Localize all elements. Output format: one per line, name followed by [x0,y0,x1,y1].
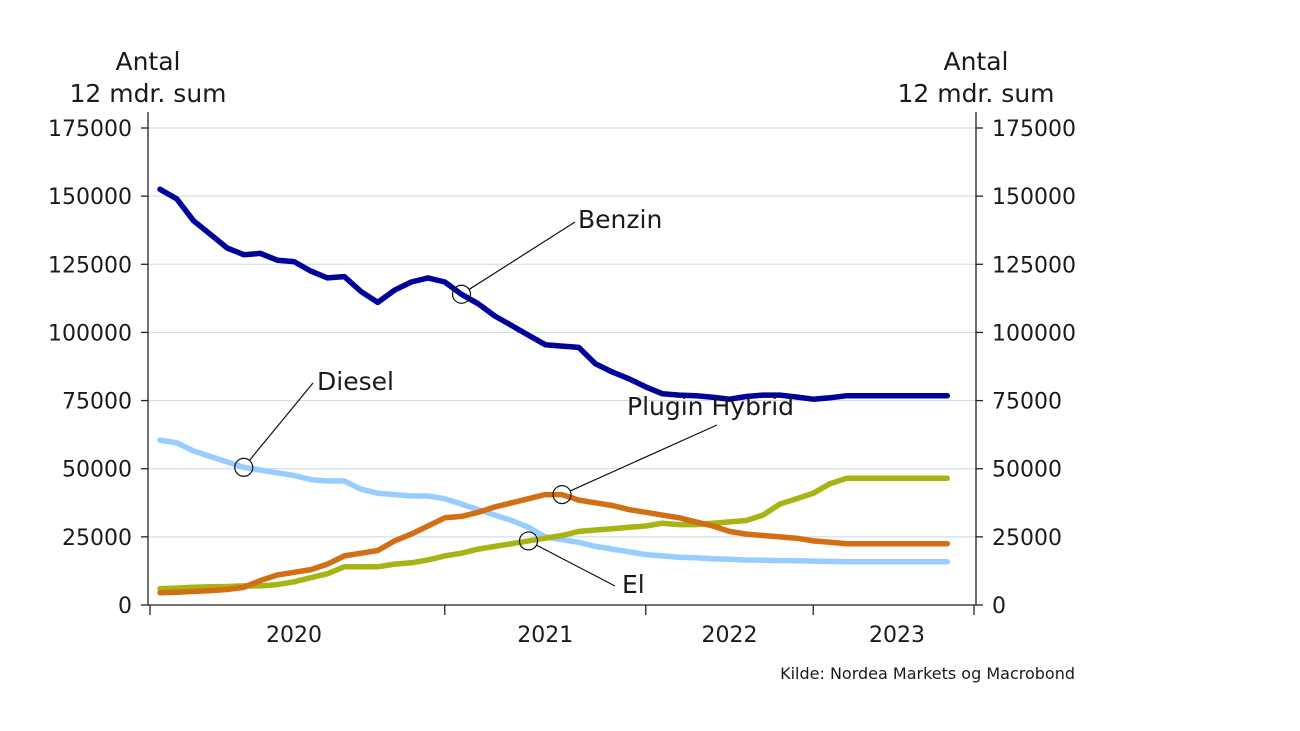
series-label-el: El [622,570,645,599]
right-y-tick-label: 150000 [992,185,1076,210]
annotation-leader-plugin-hybrid [569,424,718,492]
left-y-tick-label: 50000 [62,458,132,483]
x-tick-label: 2022 [702,623,758,648]
right-axis-title-line1: Antal [943,47,1008,76]
series-label-plugin-hybrid: Plugin Hybrid [627,392,794,421]
x-tick-label: 2023 [869,623,925,648]
series-lines [157,186,951,596]
right-y-tick-label: 175000 [992,117,1076,142]
left-axis-title-line1: Antal [115,47,180,76]
annotation-leader-benzin [468,221,576,290]
right-y-tick-label: 0 [992,594,1006,619]
left-axis-title-line2: 12 mdr. sum [69,79,226,108]
left-y-tick-label: 75000 [62,390,132,415]
source-note: Kilde: Nordea Markets og Macrobond [780,664,1075,683]
annotation-leader-diesel [248,382,314,461]
annotation-marker-el [518,531,539,551]
annotations: Benzin Diesel Plugin Hybrid El [234,205,794,599]
right-y-tick-label: 50000 [992,458,1062,483]
annotation-marker-plugin-hybrid [552,485,572,505]
left-y-tick-label: 125000 [48,253,132,278]
series-label-benzin: Benzin [578,205,662,234]
series-line-plugin-hybrid [157,491,951,596]
gridlines [148,127,976,538]
annotation-marker-diesel [234,457,254,477]
axes: 0 0 25000 25000 50000 50000 75000 75000 100000 10… [48,112,1076,648]
right-y-tick-label: 75000 [992,390,1062,415]
series-line-benzin [157,186,951,402]
x-tick-label: 2020 [266,623,322,648]
left-y-tick-label: 150000 [48,185,132,210]
right-y-tick-label: 100000 [992,321,1076,346]
annotation-leader-el [536,544,616,587]
right-y-tick-label: 125000 [992,253,1076,278]
right-axis-title-line2: 12 mdr. sum [897,79,1054,108]
annotation-marker-benzin [451,284,472,304]
x-tick-label: 2021 [517,623,573,648]
series-line-el [157,475,951,592]
left-y-tick-label: 0 [118,594,132,619]
series-label-diesel: Diesel [317,367,394,396]
right-y-tick-label: 25000 [992,526,1062,551]
left-y-tick-label: 175000 [48,117,132,142]
left-y-tick-label: 100000 [48,321,132,346]
left-y-tick-label: 25000 [62,526,132,551]
